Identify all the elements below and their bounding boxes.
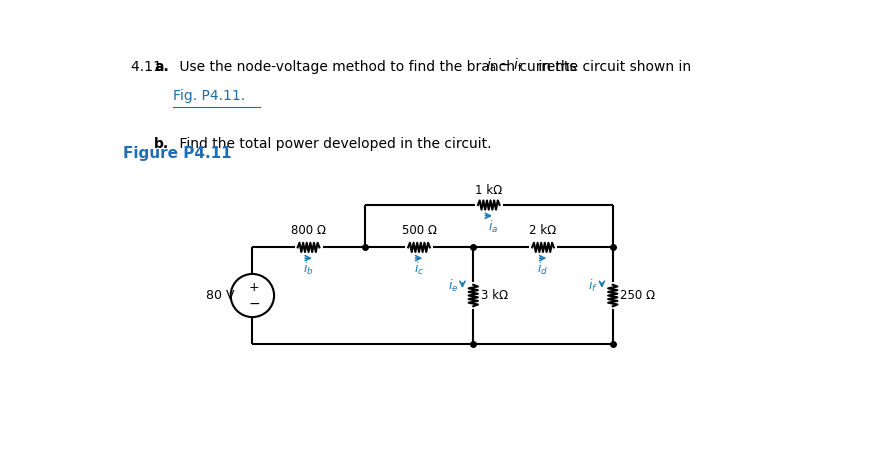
Text: $i_c$: $i_c$ [414, 261, 424, 277]
Text: Figure P4.11: Figure P4.11 [123, 146, 232, 161]
Text: +: + [249, 281, 259, 294]
Text: Fig. P4.11.: Fig. P4.11. [174, 89, 245, 103]
Text: in the circuit shown in: in the circuit shown in [534, 60, 691, 74]
Text: a.: a. [154, 60, 168, 74]
Text: Use the node-voltage method to find the branch currents: Use the node-voltage method to find the … [175, 60, 581, 74]
Text: 500 Ω: 500 Ω [401, 225, 437, 237]
Text: b.: b. [154, 137, 169, 151]
Text: 800 Ω: 800 Ω [291, 225, 326, 237]
Text: $i_e$: $i_e$ [448, 277, 459, 294]
Text: Find the total power developed in the circuit.: Find the total power developed in the ci… [175, 137, 492, 151]
Text: $i_{\rm a} - i_{\rm f}$: $i_{\rm a} - i_{\rm f}$ [486, 57, 522, 74]
Text: 3 kΩ: 3 kΩ [481, 289, 508, 302]
Text: 4.11: 4.11 [131, 60, 166, 74]
Text: $i_d$: $i_d$ [537, 261, 548, 277]
Text: 250 Ω: 250 Ω [621, 289, 656, 302]
Text: 1 kΩ: 1 kΩ [475, 184, 502, 198]
Text: $i_a$: $i_a$ [488, 219, 499, 235]
Text: 80 V: 80 V [206, 289, 234, 302]
Text: −: − [249, 297, 260, 311]
Text: 2 kΩ: 2 kΩ [529, 225, 556, 237]
Text: $i_f$: $i_f$ [589, 277, 598, 294]
Text: $i_b$: $i_b$ [303, 261, 314, 277]
